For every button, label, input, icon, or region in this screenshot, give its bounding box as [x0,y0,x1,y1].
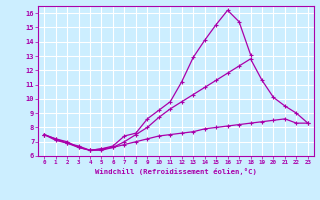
X-axis label: Windchill (Refroidissement éolien,°C): Windchill (Refroidissement éolien,°C) [95,168,257,175]
